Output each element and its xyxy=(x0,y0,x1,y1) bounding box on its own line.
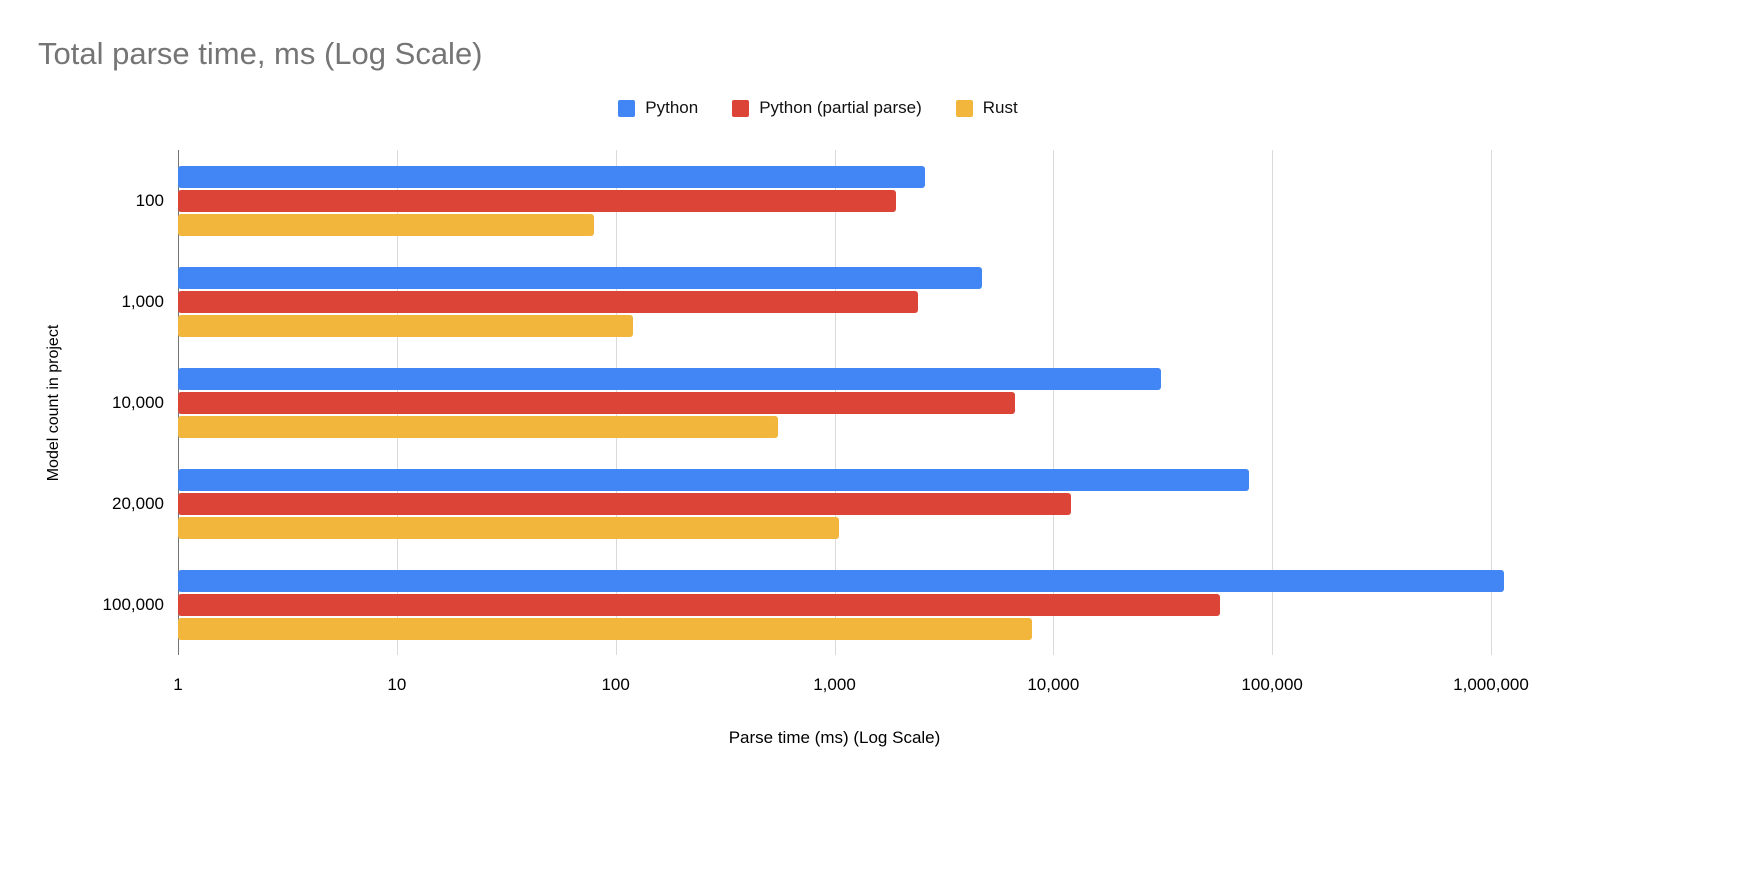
y-tick-label-100: 100 xyxy=(135,190,164,210)
y-tick-label-100-000: 100,000 xyxy=(102,594,164,614)
y-tick-label-20-000: 20,000 xyxy=(112,493,164,513)
x-tick-label-1-000: 1,000 xyxy=(813,675,856,694)
x-tick-label-100: 100 xyxy=(601,675,630,694)
gridline xyxy=(1053,150,1055,655)
bar-rust-100-000[interactable] xyxy=(178,617,1033,640)
bar-python-partial-parse-20-000[interactable] xyxy=(178,492,1071,515)
bar-python-1-000[interactable] xyxy=(178,266,982,289)
bar-python-10-000[interactable] xyxy=(178,367,1161,390)
legend-label-python-partial-parse: Python (partial parse) xyxy=(759,98,922,117)
y-tick-label-10-000: 10,000 xyxy=(112,392,164,412)
bar-rust-10-000[interactable] xyxy=(178,415,778,438)
bar-python-100-000[interactable] xyxy=(178,569,1505,592)
legend: Python Python (partial parse) Rust xyxy=(0,98,1636,118)
bar-rust-100[interactable] xyxy=(178,213,595,236)
legend-item-python[interactable]: Python xyxy=(618,98,698,118)
y-tick-label-1-000: 1,000 xyxy=(121,291,164,311)
bar-python-100[interactable] xyxy=(178,165,926,188)
gridline xyxy=(1272,150,1274,655)
x-axis-title: Parse time (ms) (Log Scale) xyxy=(728,728,941,747)
bar-rust-20-000[interactable] xyxy=(178,516,840,539)
legend-item-rust[interactable]: Rust xyxy=(955,98,1018,118)
bar-python-20-000[interactable] xyxy=(178,468,1249,491)
legend-swatch-python-partial-parse-icon xyxy=(732,99,750,117)
x-tick-label-100-000: 100,000 xyxy=(1241,675,1303,694)
legend-swatch-rust-icon xyxy=(955,99,973,117)
x-tick-label-10: 10 xyxy=(387,675,407,694)
bar-python-partial-parse-1-000[interactable] xyxy=(178,290,918,313)
chart-title: Total parse time, ms (Log Scale) xyxy=(38,36,483,71)
x-tick-label-1-000-000: 1,000,000 xyxy=(1453,675,1529,694)
bar-rust-1-000[interactable] xyxy=(178,314,633,337)
x-tick-label-10-000: 10,000 xyxy=(1027,675,1080,694)
bar-python-partial-parse-100-000[interactable] xyxy=(178,593,1221,616)
legend-label-rust: Rust xyxy=(982,98,1018,117)
x-tick-label-1: 1 xyxy=(173,675,183,694)
legend-item-python-partial-parse[interactable]: Python (partial parse) xyxy=(732,98,922,118)
legend-swatch-python-icon xyxy=(618,99,636,117)
legend-label-python: Python xyxy=(645,98,699,117)
gridline xyxy=(1491,150,1492,655)
plot-area xyxy=(178,150,1505,655)
bar-python-partial-parse-10-000[interactable] xyxy=(178,391,1016,414)
bar-python-partial-parse-100[interactable] xyxy=(178,189,896,212)
